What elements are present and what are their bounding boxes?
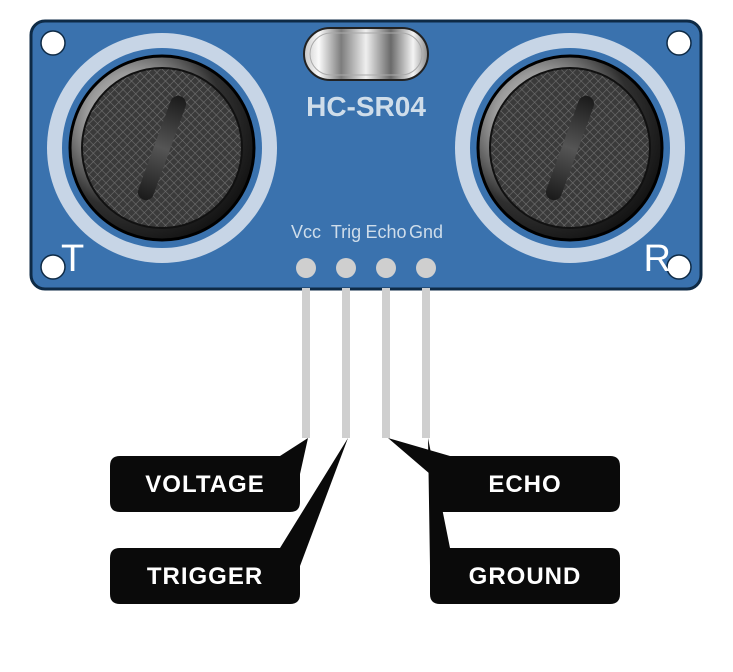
callout-text: VOLTAGE bbox=[145, 471, 264, 498]
callout: ECHO bbox=[388, 438, 620, 512]
pin-leg bbox=[422, 288, 430, 438]
pcb-board: HC-SR04 T R bbox=[31, 21, 701, 289]
pin-pad bbox=[296, 258, 316, 278]
transmit-letter: T bbox=[61, 238, 84, 280]
mounting-hole bbox=[41, 31, 65, 55]
transducer-right bbox=[455, 33, 685, 263]
callout: VOLTAGE bbox=[110, 438, 308, 512]
crystal-oscillator bbox=[304, 28, 428, 80]
receive-letter: R bbox=[644, 238, 671, 280]
callout-text: TRIGGER bbox=[147, 563, 263, 590]
pin-pad bbox=[416, 258, 436, 278]
pin-leg bbox=[342, 288, 350, 438]
callout-text: GROUND bbox=[469, 563, 582, 590]
mounting-hole bbox=[667, 31, 691, 55]
callout-labels: VOLTAGE TRIGGER ECHO GROUND bbox=[110, 438, 620, 604]
pin-pad bbox=[336, 258, 356, 278]
sensor-diagram: HC-SR04 T R Vcc TrigEchoGnd VOLTAGE TRIGGER E… bbox=[0, 0, 733, 672]
pin-label: Echo bbox=[365, 222, 406, 242]
pin-leg bbox=[382, 288, 390, 438]
model-label: HC-SR04 bbox=[306, 91, 426, 122]
pin-leg bbox=[302, 288, 310, 438]
pin-label: Vcc bbox=[291, 222, 321, 242]
pin-label: Trig bbox=[331, 222, 361, 242]
pin-pad bbox=[376, 258, 396, 278]
callout-text: ECHO bbox=[488, 471, 561, 498]
transducer-left bbox=[47, 33, 277, 263]
pin-label: Gnd bbox=[409, 222, 443, 242]
